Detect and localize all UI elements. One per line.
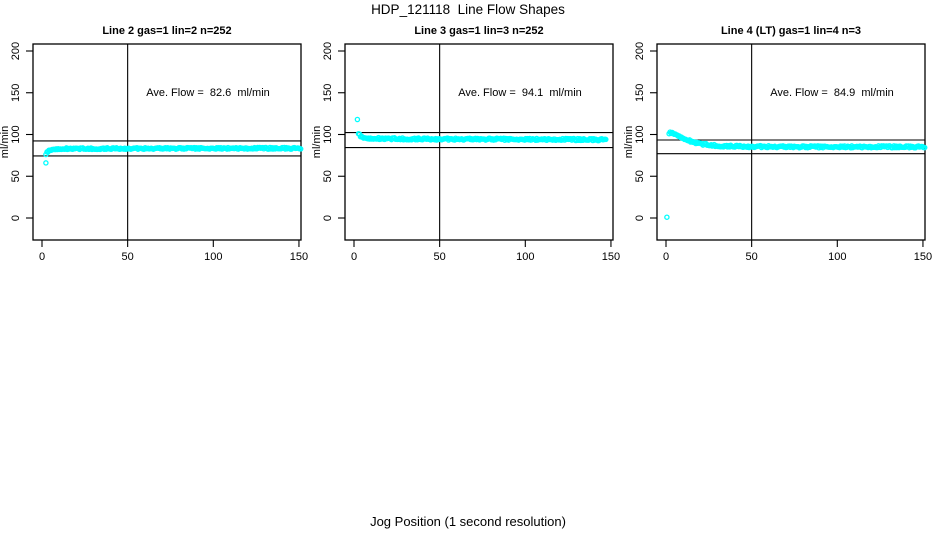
plot-box bbox=[32, 43, 302, 241]
panel-row: Line 2 gas=1 lin=2 n=252 0 50 100 150 0 50 100 1… bbox=[0, 0, 936, 270]
ave-flow-annotation: Ave. Flow = 94.1 ml/min bbox=[458, 87, 582, 99]
x-tick-label: 50 bbox=[122, 251, 134, 263]
flow-panel-line-2: Line 2 gas=1 lin=2 n=252 0 50 100 150 0 50 100 1… bbox=[0, 0, 312, 270]
x-tick-label: 150 bbox=[602, 251, 620, 263]
data-point bbox=[297, 146, 304, 152]
x-tick-label: 100 bbox=[828, 251, 846, 263]
y-tick-label: 0 bbox=[322, 215, 334, 221]
y-tick-label: 100 bbox=[10, 125, 22, 143]
plot-box bbox=[656, 43, 926, 241]
y-axis-title: ml/min bbox=[624, 126, 635, 158]
x-tick-label: 0 bbox=[663, 251, 669, 263]
y-tick-label: 200 bbox=[634, 42, 646, 60]
outlier-point bbox=[354, 116, 361, 123]
data-point bbox=[921, 144, 928, 151]
x-tick-label: 0 bbox=[39, 251, 45, 263]
ave-flow-annotation: Ave. Flow = 84.9 ml/min bbox=[770, 87, 894, 99]
y-tick-label: 0 bbox=[10, 215, 22, 221]
panel-svg: Line 3 gas=1 lin=3 n=252 0 50 100 150 0 50 100 1… bbox=[312, 25, 620, 263]
x-axis-label: Jog Position (1 second resolution) bbox=[370, 514, 566, 529]
outlier-point bbox=[664, 214, 670, 220]
y-axis-title: ml/min bbox=[0, 126, 11, 158]
data-series bbox=[664, 129, 928, 220]
ave-flow-annotation: Ave. Flow = 82.6 ml/min bbox=[146, 87, 270, 99]
panel-title: Line 3 gas=1 lin=3 n=252 bbox=[414, 25, 543, 37]
x-tick-label: 50 bbox=[434, 251, 446, 263]
x-tick-label: 0 bbox=[351, 251, 357, 263]
y-tick-label: 150 bbox=[322, 84, 334, 102]
flow-panel-line-4-lt: Line 4 (LT) gas=1 lin=4 n=3 0 50 100 150 0 50 1… bbox=[624, 0, 936, 270]
x-tick-label: 100 bbox=[516, 251, 534, 263]
x-tick-label: 150 bbox=[290, 251, 308, 263]
figure-title: HDP_121118 Line Flow Shapes bbox=[371, 2, 565, 17]
y-tick-label: 100 bbox=[634, 125, 646, 143]
data-series bbox=[354, 116, 609, 144]
y-tick-label: 150 bbox=[634, 84, 646, 102]
y-tick-label: 50 bbox=[634, 170, 646, 182]
x-tick-label: 150 bbox=[914, 251, 932, 263]
outlier-point bbox=[43, 160, 49, 166]
y-tick-label: 200 bbox=[322, 42, 334, 60]
y-tick-label: 50 bbox=[322, 170, 334, 182]
y-tick-label: 150 bbox=[10, 84, 22, 102]
panel-svg: Line 2 gas=1 lin=2 n=252 0 50 100 150 0 50 100 1… bbox=[0, 25, 308, 263]
y-tick-label: 0 bbox=[634, 215, 646, 221]
panel-svg: Line 4 (LT) gas=1 lin=4 n=3 0 50 100 150 0 50 1… bbox=[624, 25, 932, 263]
data-point bbox=[603, 136, 609, 143]
plot-box bbox=[344, 43, 614, 241]
y-tick-label: 50 bbox=[10, 170, 22, 182]
panel-title: Line 2 gas=1 lin=2 n=252 bbox=[102, 25, 231, 37]
flow-panel-line-3: Line 3 gas=1 lin=3 n=252 0 50 100 150 0 50 100 1… bbox=[312, 0, 624, 270]
y-tick-label: 200 bbox=[10, 42, 22, 60]
data-series bbox=[43, 144, 304, 166]
x-tick-label: 100 bbox=[204, 251, 222, 263]
y-axis-title: ml/min bbox=[312, 126, 323, 158]
y-tick-label: 100 bbox=[322, 125, 334, 143]
panel-title: Line 4 (LT) gas=1 lin=4 n=3 bbox=[721, 25, 861, 37]
x-tick-label: 50 bbox=[746, 251, 758, 263]
